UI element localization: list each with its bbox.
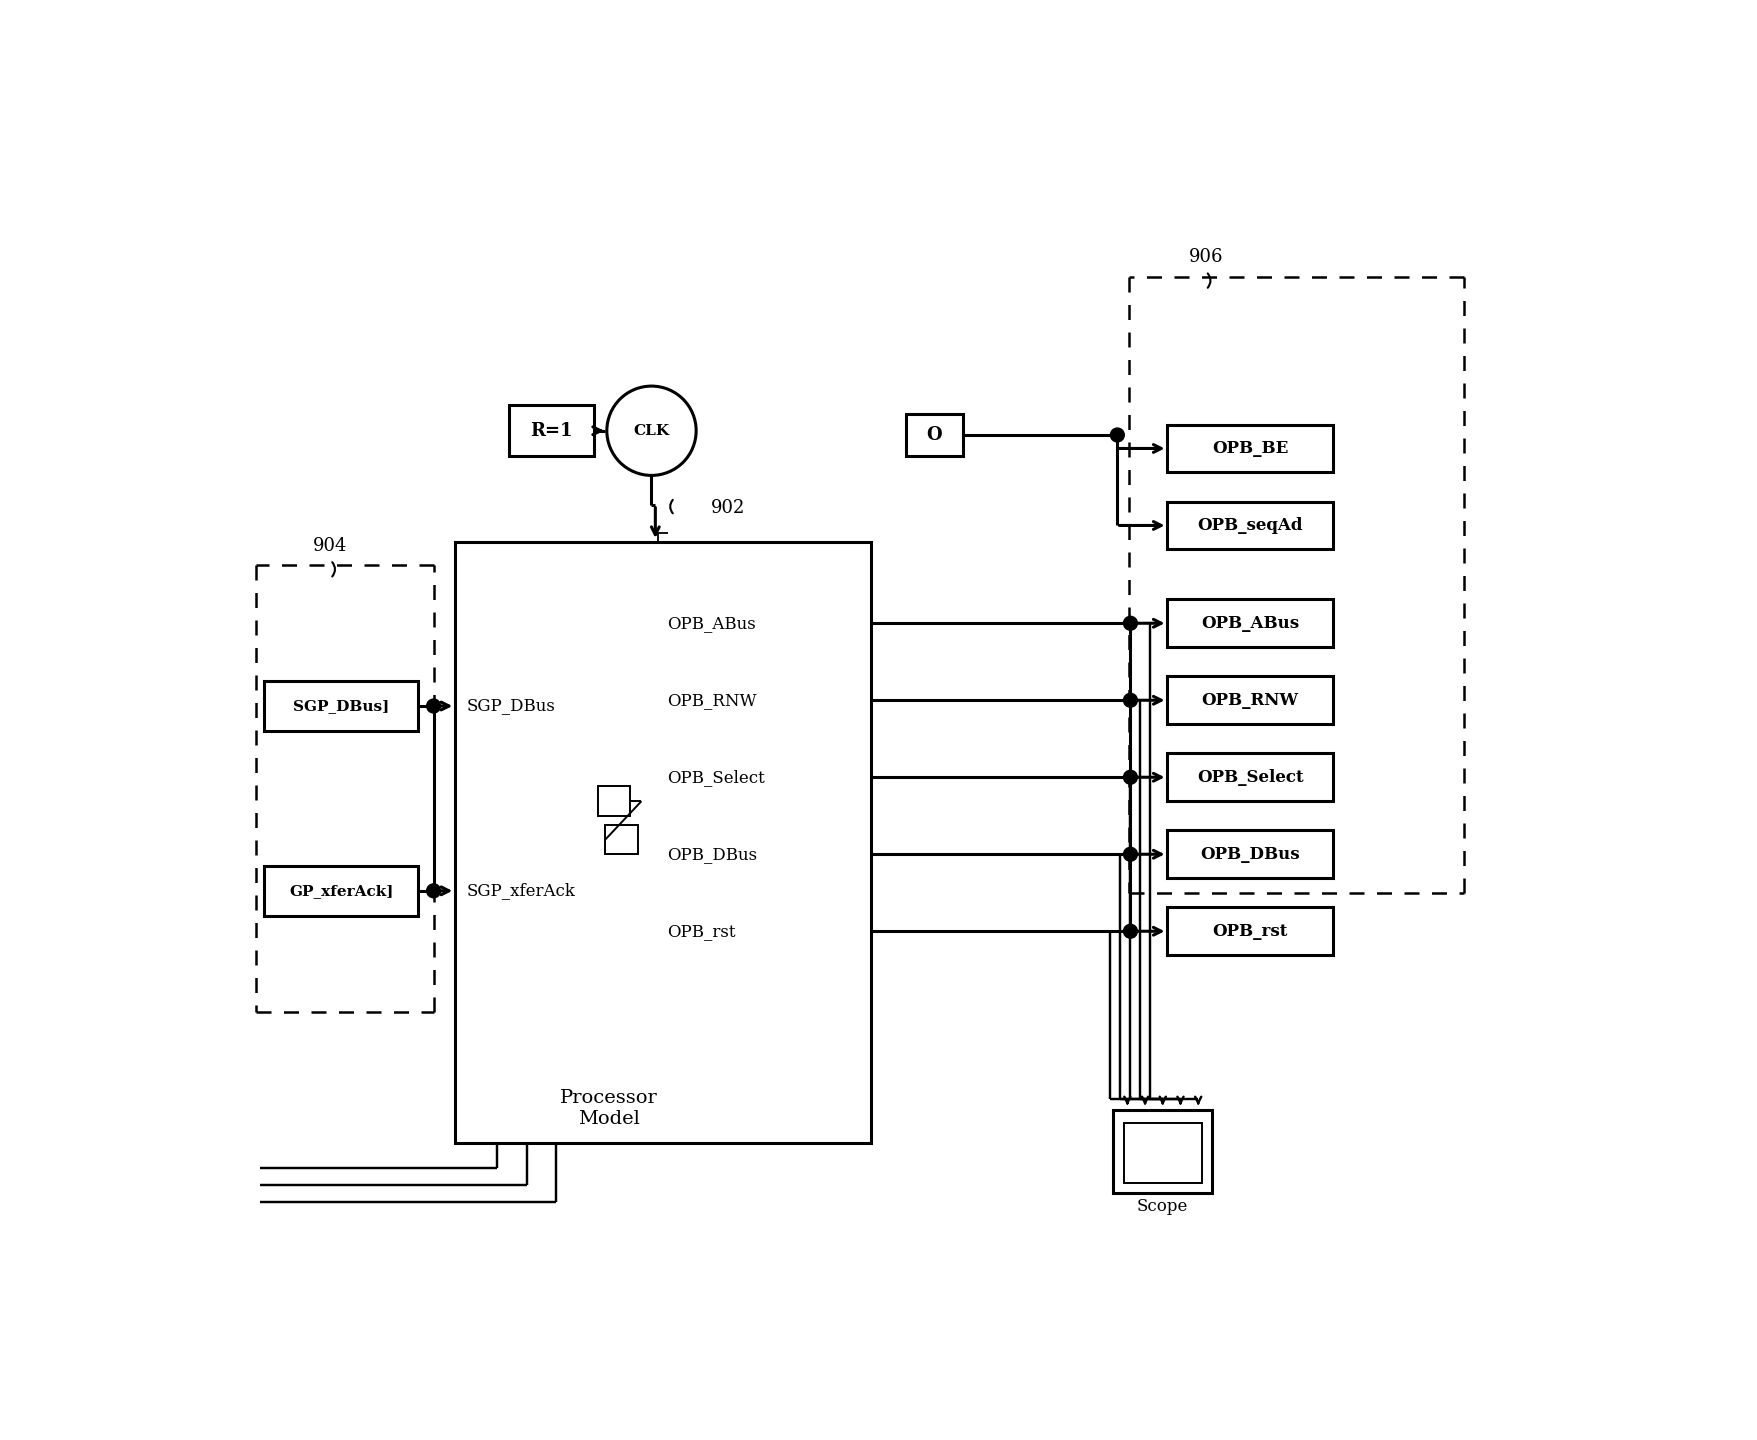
Bar (597, 786, 629, 815)
Text: CLK: CLK (633, 423, 669, 438)
Circle shape (1123, 770, 1137, 785)
Text: SGP_xferAck: SGP_xferAck (466, 881, 575, 899)
Bar (1167, 501, 1332, 549)
Text: SGP_DBus: SGP_DBus (466, 697, 555, 714)
Text: OPB_Select: OPB_Select (1197, 769, 1302, 786)
Text: OPB_RNW: OPB_RNW (1202, 691, 1298, 708)
Circle shape (1123, 616, 1137, 631)
Circle shape (1123, 847, 1137, 861)
Bar (905, 413, 963, 456)
Text: Processor
Model: Processor Model (560, 1089, 657, 1128)
Circle shape (606, 386, 696, 475)
Bar (264, 681, 418, 732)
Bar (1167, 599, 1332, 647)
Bar (1167, 831, 1332, 878)
Bar (510, 405, 594, 456)
Text: R=1: R=1 (531, 422, 573, 439)
Bar (455, 543, 870, 1143)
Text: OPB_BE: OPB_BE (1211, 441, 1288, 456)
Text: OPB_ABus: OPB_ABus (1200, 615, 1298, 632)
Text: SGP_DBus]: SGP_DBus] (293, 698, 388, 713)
Text: O: O (926, 426, 942, 444)
Bar (1167, 907, 1332, 955)
Circle shape (427, 698, 441, 713)
Text: OPB_Select: OPB_Select (666, 769, 764, 786)
Text: Scope: Scope (1137, 1198, 1188, 1215)
Text: 902: 902 (712, 498, 745, 517)
Circle shape (1110, 428, 1124, 442)
Text: OPB_DBus: OPB_DBus (1200, 845, 1298, 863)
Text: OPB_RNW: OPB_RNW (666, 691, 756, 708)
Bar (604, 825, 638, 854)
Bar (1167, 753, 1332, 801)
Circle shape (427, 884, 441, 897)
Text: OPB_rst: OPB_rst (1212, 923, 1288, 940)
Text: 904: 904 (313, 537, 348, 556)
Bar (1167, 425, 1332, 472)
Text: OPB_ABus: OPB_ABus (666, 615, 756, 632)
Circle shape (1123, 693, 1137, 707)
Text: 906: 906 (1188, 249, 1223, 266)
Text: OPB_seqAd: OPB_seqAd (1197, 517, 1302, 534)
Bar (1123, 1123, 1202, 1184)
Circle shape (1123, 924, 1137, 939)
Text: OPB_DBus: OPB_DBus (666, 845, 757, 863)
Bar (264, 865, 418, 916)
Text: GP_xferAck]: GP_xferAck] (288, 884, 394, 897)
Text: OPB_rst: OPB_rst (666, 923, 734, 940)
Bar (1167, 677, 1332, 724)
Bar (1112, 1110, 1211, 1194)
